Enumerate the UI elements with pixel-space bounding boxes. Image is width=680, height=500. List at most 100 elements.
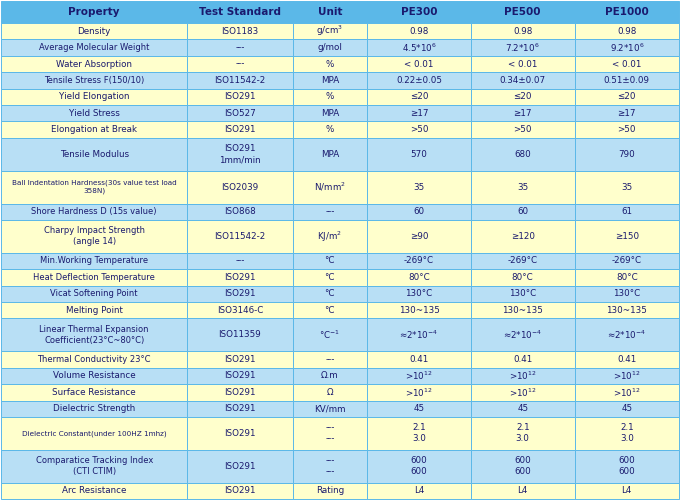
Bar xyxy=(292,302,367,318)
Bar xyxy=(367,482,471,499)
Bar xyxy=(292,122,367,138)
Text: 80°C: 80°C xyxy=(616,273,638,282)
Bar xyxy=(471,88,575,105)
Bar xyxy=(575,400,679,417)
Bar xyxy=(575,302,679,318)
Bar xyxy=(575,204,679,220)
Bar xyxy=(367,368,471,384)
Bar xyxy=(188,482,292,499)
Bar xyxy=(292,170,367,203)
Bar xyxy=(575,352,679,368)
Text: 80°C: 80°C xyxy=(512,273,534,282)
Bar xyxy=(575,88,679,105)
Bar xyxy=(471,1,575,23)
Bar xyxy=(471,138,575,170)
Text: L4: L4 xyxy=(517,486,528,496)
Bar xyxy=(1,105,188,122)
Bar xyxy=(292,204,367,220)
Bar xyxy=(471,253,575,269)
Bar xyxy=(188,352,292,368)
Bar xyxy=(367,450,471,482)
Bar xyxy=(292,286,367,302)
Bar xyxy=(292,138,367,170)
Text: >10$^{12}$: >10$^{12}$ xyxy=(613,386,641,398)
Text: ISO11359: ISO11359 xyxy=(219,330,261,340)
Bar xyxy=(471,204,575,220)
Bar xyxy=(292,23,367,40)
Text: 0.51±0.09: 0.51±0.09 xyxy=(604,76,650,85)
Text: 45: 45 xyxy=(413,404,424,413)
Bar xyxy=(471,269,575,285)
Bar xyxy=(1,400,188,417)
Text: 0.22±0.05: 0.22±0.05 xyxy=(396,76,442,85)
Text: ISO291: ISO291 xyxy=(224,92,256,102)
Bar xyxy=(575,450,679,482)
Bar xyxy=(1,40,188,56)
Bar xyxy=(367,302,471,318)
Text: Volume Resistance: Volume Resistance xyxy=(53,372,135,380)
Text: 130~135: 130~135 xyxy=(398,306,439,314)
Text: Comparatice Tracking Index
(CTI CTIM): Comparatice Tracking Index (CTI CTIM) xyxy=(35,456,153,476)
Text: Ω.m: Ω.m xyxy=(321,372,339,380)
Bar xyxy=(367,269,471,285)
Text: MPA: MPA xyxy=(321,76,339,85)
Text: ISO291: ISO291 xyxy=(224,273,256,282)
Text: < 0.01: < 0.01 xyxy=(508,60,537,68)
Text: ---: --- xyxy=(235,43,245,52)
Text: -269°C: -269°C xyxy=(404,256,434,266)
Text: ≤20: ≤20 xyxy=(410,92,428,102)
Text: >10$^{12}$: >10$^{12}$ xyxy=(405,386,433,398)
Bar xyxy=(1,352,188,368)
Text: ≥17: ≥17 xyxy=(513,109,532,118)
Text: Ball Indentation Hardness(30s value test load
358N): Ball Indentation Hardness(30s value test… xyxy=(12,180,177,194)
Text: Shore Hardness D (15s value): Shore Hardness D (15s value) xyxy=(31,208,157,216)
Text: Melting Point: Melting Point xyxy=(66,306,122,314)
Bar xyxy=(367,400,471,417)
Text: Surface Resistance: Surface Resistance xyxy=(52,388,136,397)
Text: MPA: MPA xyxy=(321,150,339,159)
Bar xyxy=(575,1,679,23)
Bar xyxy=(188,253,292,269)
Text: ISO527: ISO527 xyxy=(224,109,256,118)
Text: Density: Density xyxy=(78,26,111,36)
Bar xyxy=(1,368,188,384)
Text: °C: °C xyxy=(324,290,335,298)
Text: ≈2*10$^{-4}$: ≈2*10$^{-4}$ xyxy=(399,328,439,341)
Text: ---
---: --- --- xyxy=(325,456,335,476)
Bar xyxy=(1,286,188,302)
Bar xyxy=(367,138,471,170)
Bar xyxy=(292,105,367,122)
Bar xyxy=(1,302,188,318)
Text: Average Molecular Weight: Average Molecular Weight xyxy=(39,43,150,52)
Bar xyxy=(367,417,471,450)
Text: < 0.01: < 0.01 xyxy=(612,60,641,68)
Bar xyxy=(188,105,292,122)
Text: >10$^{12}$: >10$^{12}$ xyxy=(405,370,433,382)
Bar xyxy=(292,40,367,56)
Text: °C: °C xyxy=(324,256,335,266)
Text: g/cm$^3$: g/cm$^3$ xyxy=(316,24,343,38)
Bar xyxy=(188,122,292,138)
Text: >50: >50 xyxy=(617,125,636,134)
Text: 600
600: 600 600 xyxy=(411,456,427,476)
Bar xyxy=(188,72,292,88)
Text: Water Absorption: Water Absorption xyxy=(56,60,132,68)
Text: 4.5*10$^6$: 4.5*10$^6$ xyxy=(401,42,437,54)
Text: PE300: PE300 xyxy=(401,7,437,17)
Bar xyxy=(575,384,679,400)
Bar xyxy=(367,253,471,269)
Bar xyxy=(575,40,679,56)
Bar xyxy=(292,318,367,352)
Text: ISO291: ISO291 xyxy=(224,388,256,397)
Text: -269°C: -269°C xyxy=(612,256,642,266)
Text: 130°C: 130°C xyxy=(613,290,641,298)
Text: L4: L4 xyxy=(414,486,424,496)
Bar xyxy=(367,72,471,88)
Bar xyxy=(188,417,292,450)
Text: ISO291: ISO291 xyxy=(224,486,256,496)
Text: Min.Working Temperature: Min.Working Temperature xyxy=(40,256,148,266)
Text: 2.1
3.0: 2.1 3.0 xyxy=(412,424,426,444)
Text: ISO291: ISO291 xyxy=(224,429,256,438)
Bar xyxy=(1,122,188,138)
Text: ---: --- xyxy=(235,256,245,266)
